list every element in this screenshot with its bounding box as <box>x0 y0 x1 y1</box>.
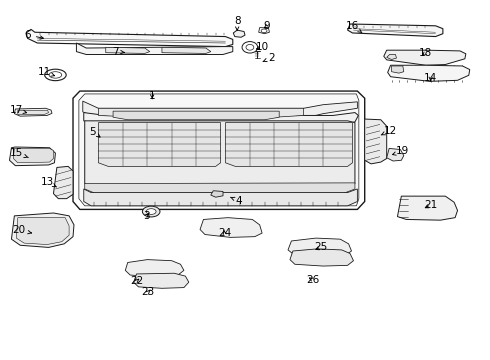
Polygon shape <box>134 273 189 288</box>
Text: 5: 5 <box>89 127 100 137</box>
Text: 17: 17 <box>10 105 26 115</box>
Ellipse shape <box>49 72 62 78</box>
Text: 18: 18 <box>419 48 432 58</box>
Polygon shape <box>388 65 470 81</box>
Text: 11: 11 <box>38 67 54 77</box>
Text: 1: 1 <box>149 91 155 101</box>
Polygon shape <box>125 260 184 277</box>
Polygon shape <box>106 47 150 53</box>
Polygon shape <box>365 119 387 164</box>
Polygon shape <box>13 148 53 163</box>
Text: 15: 15 <box>10 148 28 158</box>
Text: 10: 10 <box>256 42 269 52</box>
Polygon shape <box>14 108 52 116</box>
Text: 2: 2 <box>263 53 275 63</box>
Polygon shape <box>85 121 355 191</box>
Polygon shape <box>387 54 396 59</box>
Polygon shape <box>85 183 355 194</box>
Text: 23: 23 <box>142 287 155 297</box>
Polygon shape <box>26 30 233 46</box>
Polygon shape <box>16 218 69 244</box>
Polygon shape <box>9 147 55 166</box>
Text: 12: 12 <box>381 126 397 135</box>
Text: 22: 22 <box>130 276 143 286</box>
Polygon shape <box>73 91 365 210</box>
Polygon shape <box>225 123 352 166</box>
Polygon shape <box>392 66 404 73</box>
Polygon shape <box>11 213 74 247</box>
Polygon shape <box>233 30 245 37</box>
Text: 20: 20 <box>13 225 31 235</box>
Text: 13: 13 <box>41 177 56 187</box>
Text: 24: 24 <box>218 228 231 238</box>
Text: 14: 14 <box>424 73 437 83</box>
Polygon shape <box>162 47 211 53</box>
Text: 21: 21 <box>424 200 437 210</box>
Polygon shape <box>98 108 304 117</box>
Polygon shape <box>290 249 353 266</box>
Polygon shape <box>83 101 357 118</box>
Ellipse shape <box>246 44 254 50</box>
Polygon shape <box>84 113 358 127</box>
Polygon shape <box>98 123 220 166</box>
Text: 3: 3 <box>143 211 149 221</box>
Polygon shape <box>259 28 270 34</box>
Text: 9: 9 <box>264 21 270 31</box>
Text: 16: 16 <box>346 21 362 33</box>
Text: 19: 19 <box>392 146 410 156</box>
Text: 6: 6 <box>24 30 44 40</box>
Polygon shape <box>113 111 279 120</box>
Ellipse shape <box>242 41 258 53</box>
Ellipse shape <box>143 206 160 217</box>
Polygon shape <box>18 111 49 115</box>
Ellipse shape <box>147 209 156 215</box>
Polygon shape <box>79 94 359 206</box>
Polygon shape <box>211 191 223 197</box>
Polygon shape <box>53 166 73 199</box>
Polygon shape <box>200 218 262 237</box>
Polygon shape <box>347 24 443 37</box>
Text: 8: 8 <box>234 17 241 30</box>
Ellipse shape <box>45 69 66 81</box>
Polygon shape <box>397 196 458 220</box>
Polygon shape <box>84 189 357 206</box>
Polygon shape <box>384 50 466 65</box>
Text: 26: 26 <box>306 275 319 285</box>
Ellipse shape <box>261 29 267 33</box>
Text: 7: 7 <box>112 46 124 57</box>
Polygon shape <box>76 43 233 54</box>
Text: 4: 4 <box>230 196 243 206</box>
Polygon shape <box>387 148 404 161</box>
Polygon shape <box>288 238 351 256</box>
Text: 25: 25 <box>314 242 327 252</box>
